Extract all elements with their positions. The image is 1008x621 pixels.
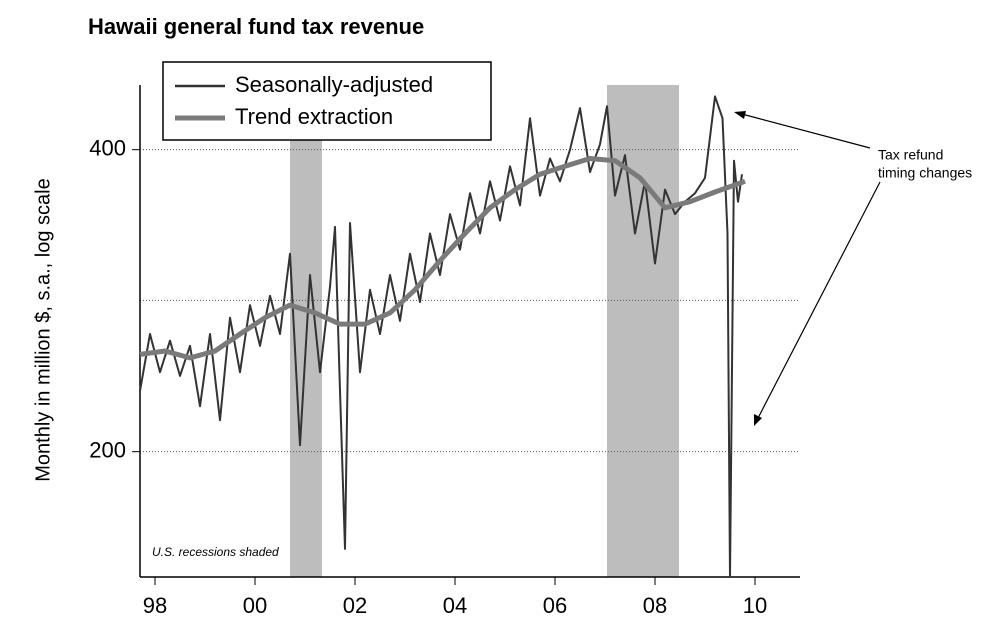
arrow-head	[754, 414, 762, 426]
series-line	[139, 95, 743, 578]
x-tick-label: 00	[243, 593, 267, 618]
y-tick-label: 200	[89, 437, 126, 462]
x-tick-label: 04	[443, 593, 467, 618]
x-tick-label: 06	[543, 593, 567, 618]
x-tick-label: 10	[743, 593, 767, 618]
series-line	[139, 156, 746, 361]
y-tick-label: 400	[89, 135, 126, 160]
legend-label: Trend extraction	[235, 104, 393, 129]
arrow	[756, 181, 881, 421]
arrow-head	[734, 111, 746, 119]
x-tick-label: 98	[143, 593, 167, 618]
chart-title: Hawaii general fund tax revenue	[88, 14, 424, 39]
legend-box	[162, 61, 492, 141]
x-tick-label: 08	[643, 593, 667, 618]
x-tick-label: 02	[343, 593, 367, 618]
legend-label: Seasonally-adjusted	[235, 72, 433, 97]
annotation: Tax refund	[878, 147, 943, 163]
recession-band	[607, 85, 679, 577]
arrow	[737, 112, 871, 149]
recession-note: U.S. recessions shaded	[152, 545, 279, 559]
annotation: timing changes	[878, 165, 972, 181]
y-axis-label: Monthly in million $, s.a., log scale	[32, 178, 54, 481]
